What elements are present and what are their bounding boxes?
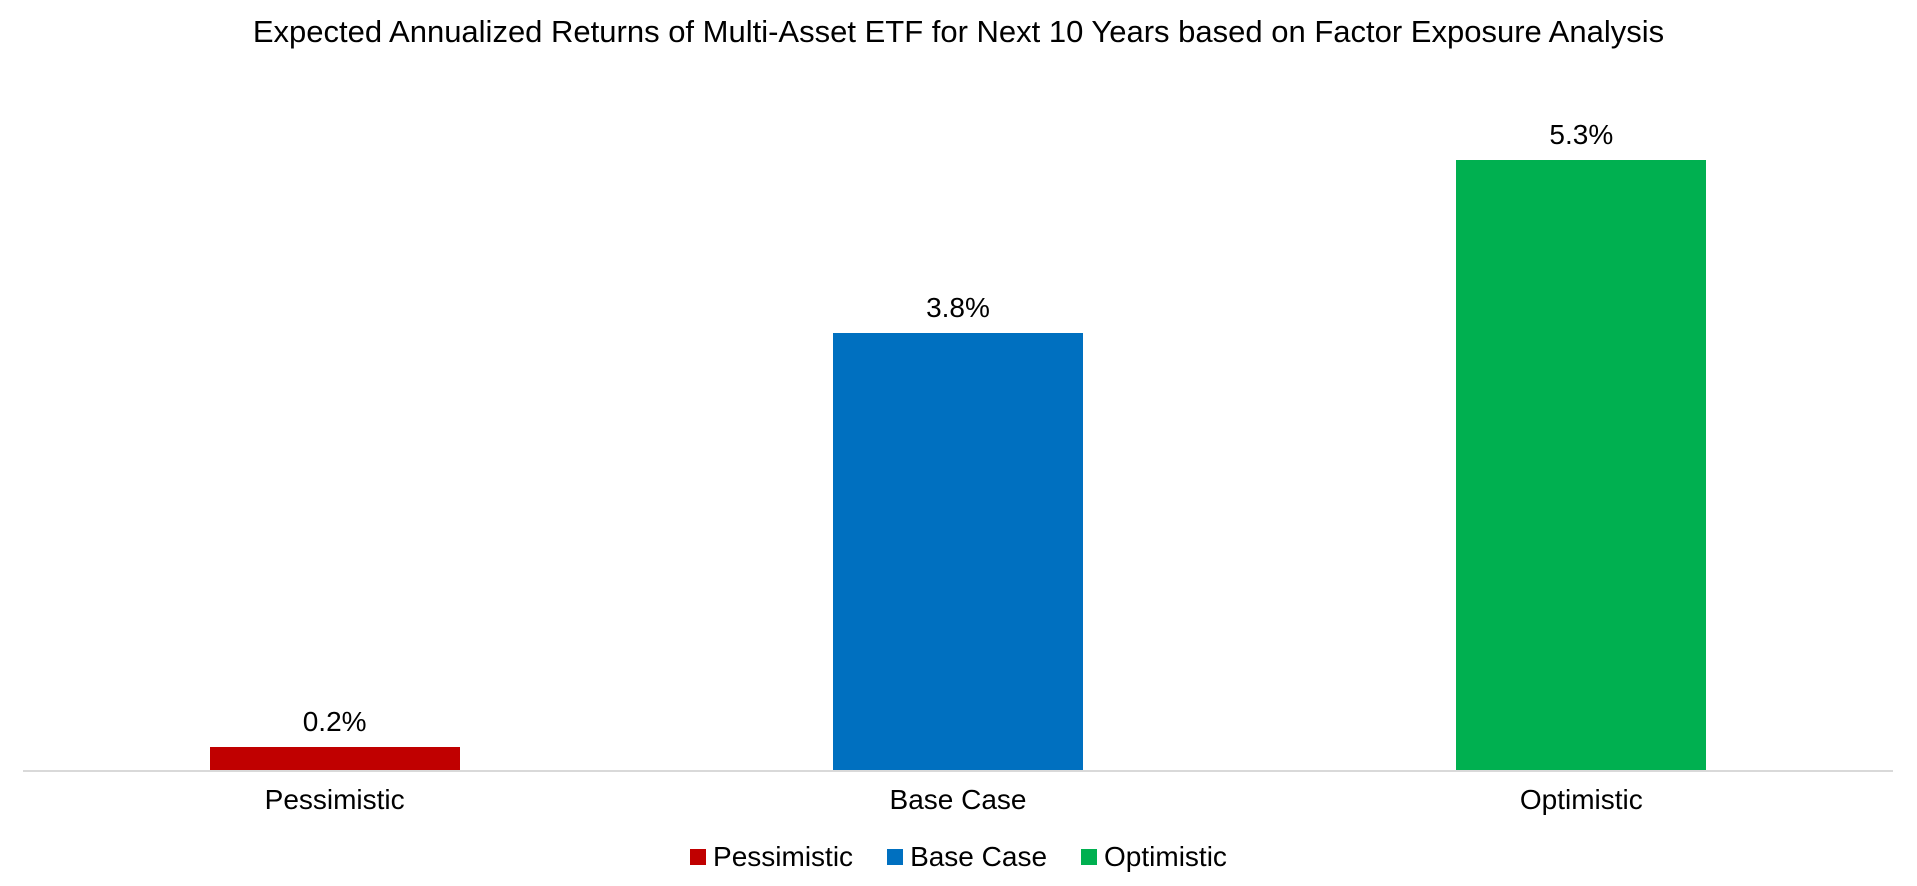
legend-swatch-icon bbox=[1081, 849, 1098, 865]
value-label-base-case: 3.8% bbox=[926, 292, 990, 323]
legend-item-pessimistic: Pessimistic bbox=[690, 842, 853, 872]
legend-item-optimistic: Optimistic bbox=[1081, 842, 1227, 872]
value-label-pessimistic: 0.2% bbox=[302, 706, 367, 737]
category-label-base-case: Base Case bbox=[889, 784, 1027, 815]
legend-label: Optimistic bbox=[1104, 841, 1227, 872]
category-label-optimistic: Optimistic bbox=[1519, 784, 1643, 815]
bar-optimistic bbox=[1456, 160, 1707, 770]
x-axis-line bbox=[23, 770, 1893, 772]
legend-swatch-icon bbox=[690, 849, 707, 865]
legend-item-base-case: Base Case bbox=[887, 842, 1047, 872]
category-label-pessimistic: Pessimistic bbox=[264, 784, 405, 815]
bar-base-case bbox=[833, 333, 1083, 770]
legend-label: Pessimistic bbox=[713, 841, 854, 872]
value-label-optimistic: 5.3% bbox=[1549, 119, 1614, 150]
bar-pessimistic bbox=[209, 747, 460, 770]
chart-title: Expected Annualized Returns of Multi-Ass… bbox=[252, 14, 1665, 49]
legend: Pessimistic Base Case Optimistic bbox=[0, 842, 1917, 872]
legend-swatch-icon bbox=[887, 849, 904, 865]
legend-label: Base Case bbox=[910, 841, 1048, 872]
